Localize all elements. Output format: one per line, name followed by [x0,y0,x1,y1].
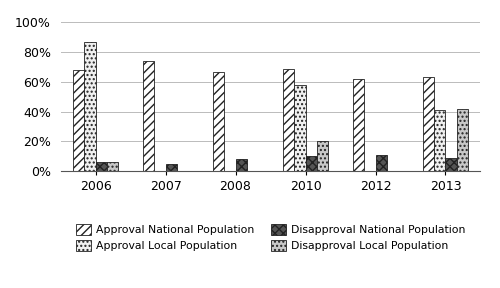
Bar [353,79,364,171]
Bar [423,77,434,171]
Bar [306,156,316,171]
Bar [143,61,154,171]
Bar [73,70,85,171]
Bar [84,42,96,171]
Bar [294,85,306,171]
Bar [376,155,386,171]
Legend: Approval National Population, Approval Local Population, Disapproval National Po: Approval National Population, Approval L… [72,220,469,255]
Bar [316,141,328,171]
Bar [213,71,224,171]
Bar [107,162,118,171]
Bar [236,159,246,171]
Bar [283,69,294,171]
Bar [446,158,456,171]
Bar [96,162,107,171]
Bar [456,109,468,171]
Bar [166,164,177,171]
Bar [434,110,446,171]
